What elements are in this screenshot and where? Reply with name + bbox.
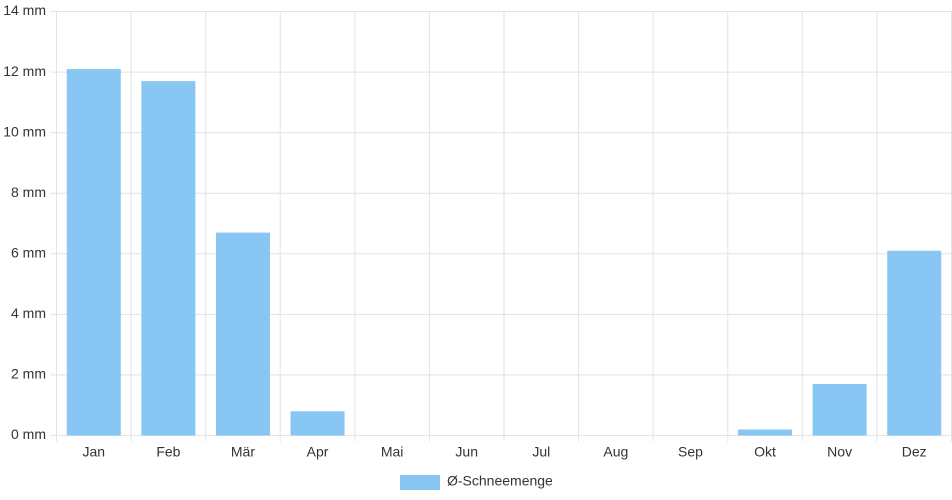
bar xyxy=(215,232,270,436)
y-tick-label: 12 mm xyxy=(3,63,46,79)
x-tick-label: Jan xyxy=(83,444,106,460)
bar xyxy=(141,81,196,436)
y-tick-label: 10 mm xyxy=(3,123,46,139)
x-tick-label: Sep xyxy=(678,444,703,460)
y-tick-label: 2 mm xyxy=(11,366,46,382)
x-tick-label: Jul xyxy=(532,444,550,460)
bar xyxy=(812,384,867,436)
x-tick-label: Mär xyxy=(231,444,255,460)
bar xyxy=(738,429,793,436)
y-tick-label: 0 mm xyxy=(11,426,46,442)
x-tick-label: Apr xyxy=(307,444,329,460)
bar xyxy=(887,250,942,436)
y-tick-label: 8 mm xyxy=(11,184,46,200)
x-tick-label: Feb xyxy=(156,444,180,460)
bar xyxy=(290,411,345,436)
y-tick-label: 4 mm xyxy=(11,305,46,321)
x-tick-label: Aug xyxy=(603,444,628,460)
x-tick-label: Nov xyxy=(827,444,852,460)
y-tick-label: 6 mm xyxy=(11,244,46,260)
y-tick-label: 14 mm xyxy=(3,2,46,18)
x-tick-label: Jun xyxy=(455,444,478,460)
legend-swatch xyxy=(400,475,440,490)
x-tick-label: Mai xyxy=(381,444,404,460)
x-tick-label: Okt xyxy=(754,444,776,460)
bar xyxy=(66,69,121,436)
x-tick-label: Dez xyxy=(902,444,927,460)
legend-label: Ø-Schneemenge xyxy=(447,473,553,489)
